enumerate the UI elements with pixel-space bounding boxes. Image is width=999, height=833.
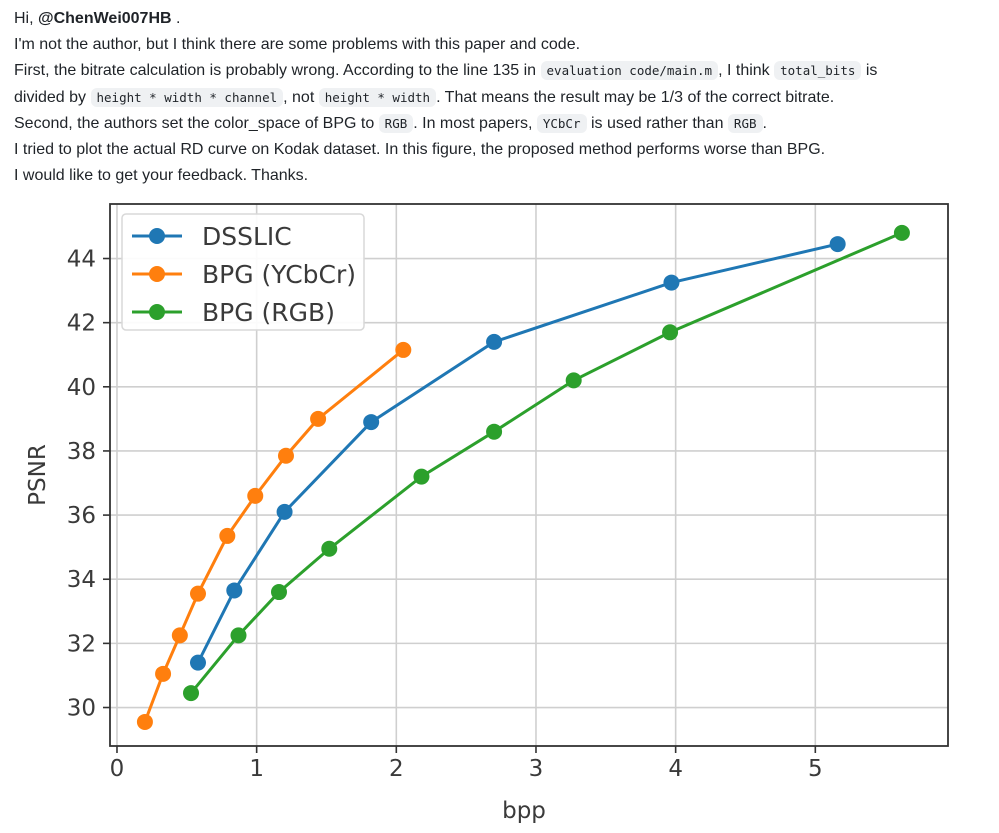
data-point	[829, 236, 846, 253]
text-segment: . In most papers,	[413, 114, 537, 132]
greeting-line: Hi, @ChenWei007HB .	[14, 6, 989, 32]
y-tick-label: 40	[67, 375, 96, 401]
y-tick-label: 44	[67, 247, 96, 273]
y-tick-label: 38	[67, 439, 96, 465]
user-mention-link[interactable]: @ChenWei007HB	[38, 10, 172, 27]
text-segment: Second, the authors set the color_space …	[14, 114, 379, 132]
greeting-prefix: Hi,	[14, 10, 38, 27]
inline-code: RGB	[378, 113, 414, 133]
data-point	[395, 341, 412, 358]
y-axis-label: PSNR	[25, 444, 51, 506]
y-tick-label: 36	[67, 503, 96, 529]
greeting-suffix: .	[171, 10, 181, 27]
y-tick-label: 34	[67, 567, 96, 593]
text-segment: . That means the result may be 1/3 of th…	[436, 88, 835, 106]
comment-line-7: I would like to get your feedback. Thank…	[14, 167, 309, 185]
inline-code: height * width	[318, 87, 437, 107]
inline-code: YCbCr	[536, 113, 587, 133]
data-point	[565, 372, 582, 389]
comment-line-4: divided by height * width * channel, not…	[14, 85, 989, 111]
legend-label: BPG (RGB)	[202, 298, 335, 327]
x-tick-label: 0	[110, 756, 125, 782]
data-point	[276, 503, 293, 520]
legend-label: DSSLIC	[202, 222, 292, 251]
plot-frame	[109, 203, 949, 747]
comment-line-3: First, the bitrate calculation is probab…	[14, 58, 989, 84]
legend-label: BPG (YCbCr)	[202, 260, 356, 289]
legend-marker	[149, 228, 165, 244]
inline-code: height * width * channel	[90, 87, 284, 107]
x-tick-label: 2	[389, 756, 404, 782]
inline-code: evaluation code/main.m	[540, 61, 719, 81]
data-point	[226, 582, 243, 599]
inline-code: RGB	[727, 113, 763, 133]
x-tick-label: 5	[808, 756, 823, 782]
data-point	[277, 447, 294, 464]
data-point	[189, 585, 206, 602]
text-segment: divided by	[14, 88, 91, 106]
text-segment: is	[861, 62, 878, 80]
data-point	[219, 527, 236, 544]
x-axis-label: bpp	[502, 798, 546, 824]
legend-marker	[149, 266, 165, 282]
y-tick-label: 32	[67, 631, 96, 657]
text-segment: is used rather than	[586, 114, 728, 132]
comment-line-2: I'm not the author, but I think there ar…	[14, 36, 581, 54]
x-tick-label: 3	[529, 756, 544, 782]
comment-line-5: Second, the authors set the color_space …	[14, 111, 989, 137]
comment-line-6: I tried to plot the actual RD curve on K…	[14, 141, 826, 159]
data-point	[363, 414, 380, 431]
data-point	[270, 584, 287, 601]
inline-code: total_bits	[774, 61, 862, 81]
y-tick-label: 30	[67, 696, 96, 722]
data-point	[310, 410, 327, 427]
legend-marker	[149, 304, 165, 320]
data-point	[893, 224, 910, 241]
data-point	[662, 324, 679, 341]
data-point	[247, 487, 264, 504]
text-segment: First, the bitrate calculation is probab…	[14, 62, 541, 80]
data-point	[189, 654, 206, 671]
data-point	[321, 540, 338, 557]
data-point	[486, 423, 503, 440]
x-tick-label: 4	[668, 756, 683, 782]
y-tick-label: 42	[67, 311, 96, 337]
data-point	[413, 468, 430, 485]
text-segment: .	[762, 114, 767, 132]
data-point	[183, 685, 200, 702]
data-point	[663, 274, 680, 291]
data-point	[155, 665, 172, 682]
legend-box	[121, 213, 365, 331]
text-segment: , not	[283, 88, 319, 106]
data-point	[230, 627, 247, 644]
x-tick-label: 1	[249, 756, 264, 782]
data-point	[171, 627, 188, 644]
data-point	[136, 713, 153, 730]
text-segment: , I think	[718, 62, 775, 80]
data-point	[486, 333, 503, 350]
comment-body: Hi, @ChenWei007HB . I'm not the author, …	[14, 6, 989, 189]
